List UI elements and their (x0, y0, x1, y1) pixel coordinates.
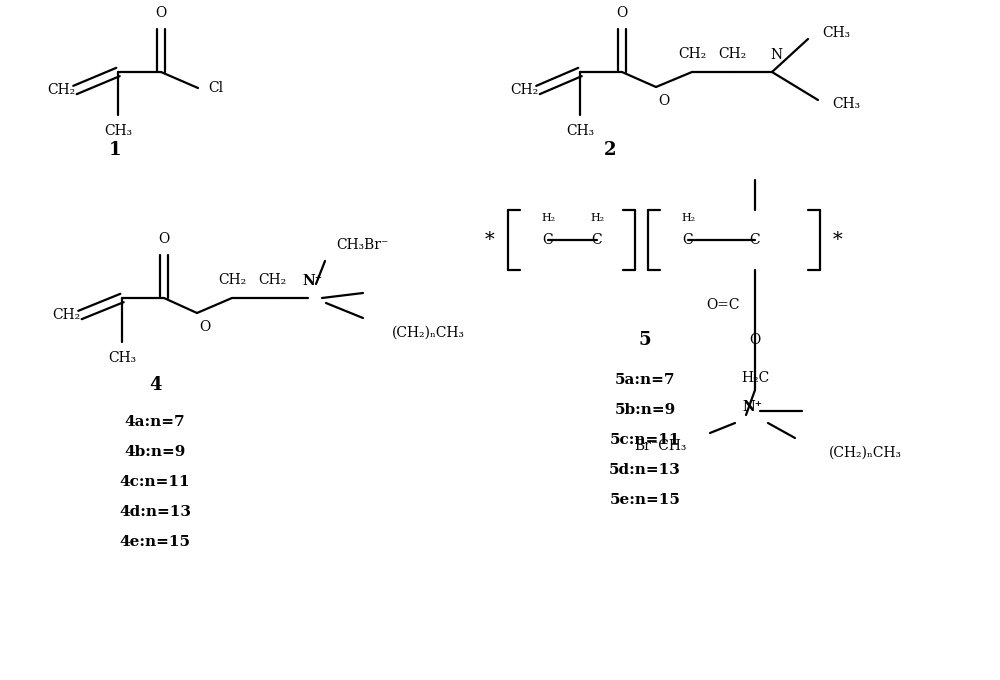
Text: O: O (155, 6, 167, 20)
Text: O: O (158, 232, 170, 246)
Text: O: O (199, 320, 211, 334)
Text: 4a:n=7: 4a:n=7 (125, 415, 185, 429)
Text: 1: 1 (109, 141, 121, 159)
Text: CH₃: CH₃ (822, 26, 850, 40)
Text: H₂: H₂ (681, 213, 695, 223)
Text: CH₂: CH₂ (510, 83, 538, 97)
Text: CH₂: CH₂ (678, 47, 706, 61)
Text: C: C (543, 233, 553, 247)
Text: N: N (770, 48, 782, 62)
Text: 4e:n=15: 4e:n=15 (120, 535, 190, 549)
Text: 4b:n=9: 4b:n=9 (124, 445, 186, 459)
Text: 4c:n=11: 4c:n=11 (120, 475, 190, 489)
Text: CH₃Br⁻: CH₃Br⁻ (336, 238, 388, 252)
Text: O: O (658, 94, 670, 108)
Text: H₂: H₂ (541, 213, 555, 223)
Text: CH₂: CH₂ (258, 273, 286, 287)
Text: O: O (749, 333, 761, 347)
Text: Br⁻CH₃: Br⁻CH₃ (634, 439, 686, 453)
Text: CH₂: CH₂ (718, 47, 746, 61)
Text: 5b:n=9: 5b:n=9 (614, 403, 676, 417)
Text: O: O (616, 6, 628, 20)
Text: CH₃: CH₃ (832, 97, 860, 111)
Text: (CH₂)ₙCH₃: (CH₂)ₙCH₃ (392, 326, 464, 340)
Text: C: C (683, 233, 693, 247)
Text: 5c:n=11: 5c:n=11 (610, 433, 680, 447)
Text: C: C (750, 233, 760, 247)
Text: *: * (833, 231, 843, 249)
Text: Cl: Cl (208, 81, 224, 95)
Text: N⁺: N⁺ (302, 274, 322, 288)
Text: 5d:n=13: 5d:n=13 (609, 463, 681, 477)
Text: CH₂: CH₂ (52, 308, 80, 322)
Text: CH₂: CH₂ (218, 273, 246, 287)
Text: *: * (485, 231, 495, 249)
Text: C: C (592, 233, 602, 247)
Text: (CH₂)ₙCH₃: (CH₂)ₙCH₃ (828, 446, 902, 460)
Text: CH₃: CH₃ (108, 351, 136, 365)
Text: O=C: O=C (706, 298, 740, 312)
Text: 2: 2 (604, 141, 616, 159)
Text: H₂: H₂ (590, 213, 604, 223)
Text: N⁺: N⁺ (742, 400, 762, 414)
Text: H₂C: H₂C (741, 371, 769, 385)
Text: 4d:n=13: 4d:n=13 (119, 505, 191, 519)
Text: CH₃: CH₃ (566, 124, 594, 138)
Text: 5e:n=15: 5e:n=15 (610, 493, 680, 507)
Text: 5a:n=7: 5a:n=7 (615, 373, 675, 387)
Text: 5: 5 (639, 331, 651, 349)
Text: CH₃: CH₃ (104, 124, 132, 138)
Text: 4: 4 (149, 376, 161, 394)
Text: CH₂: CH₂ (47, 83, 75, 97)
